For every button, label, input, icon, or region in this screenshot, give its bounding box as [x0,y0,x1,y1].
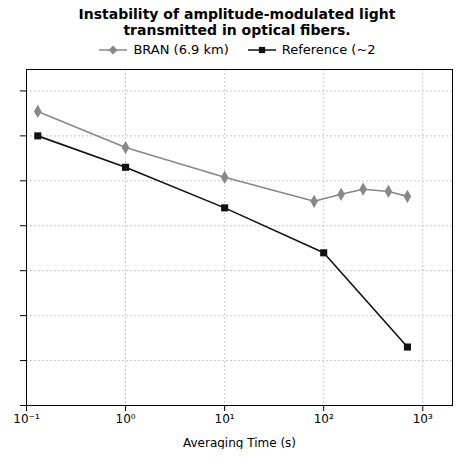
svg-text:10³: 10³ [413,412,433,426]
svg-text:10⁰: 10⁰ [116,412,136,426]
svg-text:10²: 10² [314,412,334,426]
svg-text:10⁻¹: 10⁻¹ [13,412,40,426]
html-text:Instability of amplitude-modul: Instability of amplitude-modulated light… [78,6,396,38]
html-text:BRAN (6.9 km): BRAN (6.9 km) [133,42,229,57]
svg-text:10¹: 10¹ [215,412,235,426]
html-text:Reference (~2: Reference (~2 [281,42,376,57]
svg-text:Averaging Time (s): Averaging Time (s) [183,436,296,450]
